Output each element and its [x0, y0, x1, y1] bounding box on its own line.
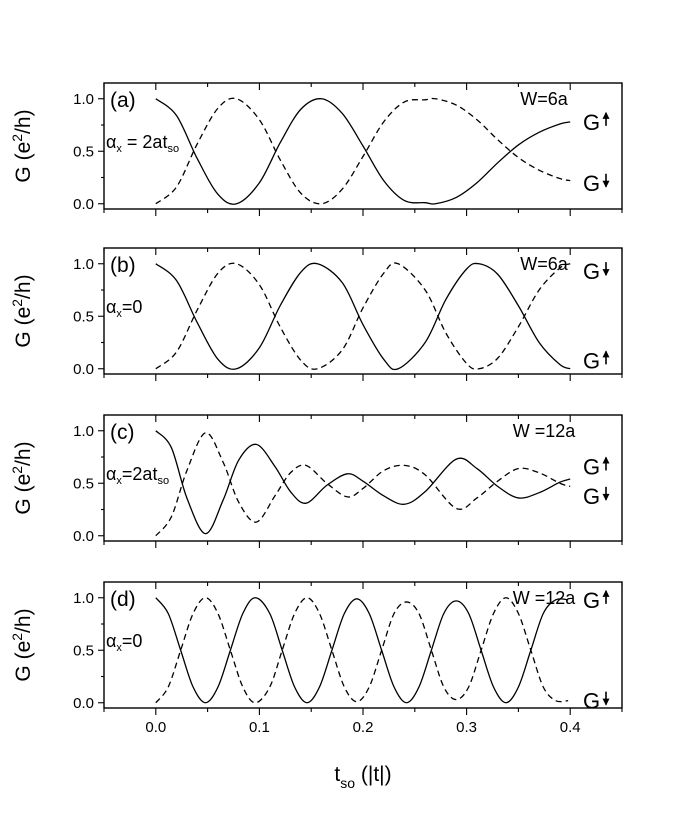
g-down-label: G	[583, 259, 600, 284]
x-tick-label: 0.3	[456, 719, 477, 736]
y-tick-label: 0.5	[73, 475, 94, 492]
y-tick-label: 0.5	[73, 642, 94, 659]
panel-d: 0.0 0.1 0.2 0.3 0.4 0.0 0.5 1.0 G (e2/h) (d) W =12…	[9, 581, 623, 736]
series-g-down-line	[155, 597, 569, 704]
alpha-label: αx = 2atso	[106, 132, 179, 155]
y-tick-label: 0.0	[73, 695, 94, 712]
g-down-label: G	[583, 689, 600, 714]
alpha-label: αx=0	[106, 297, 142, 320]
arrow-down-head-icon	[602, 493, 610, 501]
y-tick-label: 0.5	[73, 143, 94, 160]
y-tick-label: 1.0	[73, 256, 94, 273]
g-up-label: G	[583, 110, 600, 135]
panel-a: 0.0 0.5 1.0 G (e2/h) (a) W=6a αx = 2atso G G	[9, 82, 623, 216]
y-axis-label: G (e2/h)	[9, 109, 35, 182]
panel-label: (b)	[110, 254, 136, 277]
y-tick-label: 0.5	[73, 308, 94, 325]
y-tick-label: 0.0	[73, 361, 94, 378]
series-g-up-line	[155, 430, 571, 535]
g-up-label: G	[583, 454, 600, 479]
arrow-up-head-icon	[602, 589, 610, 597]
series-g-up-line	[155, 262, 571, 371]
panel-label: (c)	[110, 421, 135, 444]
width-label: W=6a	[520, 89, 569, 109]
series-g-down-line	[155, 97, 571, 205]
y-axis-label: G (e2/h)	[9, 274, 35, 347]
g-up-label: G	[583, 348, 600, 373]
y-tick-label: 1.0	[73, 91, 94, 108]
arrow-down-head-icon	[602, 698, 610, 706]
arrow-up-head-icon	[602, 111, 610, 119]
series-g-up-line	[155, 98, 571, 205]
series-g-up-line	[155, 597, 569, 704]
series-g-down-line	[155, 262, 571, 370]
width-label: W =12a	[513, 421, 577, 441]
x-tick-label: 0.1	[249, 719, 270, 736]
y-tick-label: 0.0	[73, 196, 94, 213]
y-axis-label: G (e2/h)	[9, 608, 35, 681]
arrow-up-head-icon	[602, 456, 610, 464]
panel-label: (a)	[110, 89, 136, 112]
y-axis-label: G (e2/h)	[9, 441, 35, 514]
arrow-up-head-icon	[602, 350, 610, 358]
series-g-down-line	[155, 432, 571, 537]
x-axis-label: tso (|t|)	[334, 763, 391, 791]
width-label: W =12a	[513, 588, 577, 608]
y-tick-label: 1.0	[73, 423, 94, 440]
g-down-label: G	[583, 484, 600, 509]
alpha-label: αx=2atso	[106, 464, 169, 487]
panel-c: 0.0 0.5 1.0 G (e2/h) (c) W =12a αx=2atso GG	[9, 414, 623, 548]
alpha-label: αx=0	[106, 631, 142, 654]
panel-b: 0.0 0.5 1.0 G (e2/h) (b) W=6a αx=0 G G	[9, 247, 623, 381]
y-tick-label: 1.0	[73, 590, 94, 607]
g-down-label: G	[583, 171, 600, 196]
x-tick-label: 0.4	[560, 719, 581, 736]
panel-label: (d)	[110, 588, 136, 611]
arrow-down-head-icon	[602, 269, 610, 277]
x-tick-label: 0.0	[145, 719, 166, 736]
width-label: W=6a	[520, 254, 569, 274]
x-tick-label: 0.2	[353, 719, 374, 736]
g-up-label: G	[583, 588, 600, 613]
y-tick-label: 0.0	[73, 528, 94, 545]
arrow-down-head-icon	[602, 180, 610, 188]
